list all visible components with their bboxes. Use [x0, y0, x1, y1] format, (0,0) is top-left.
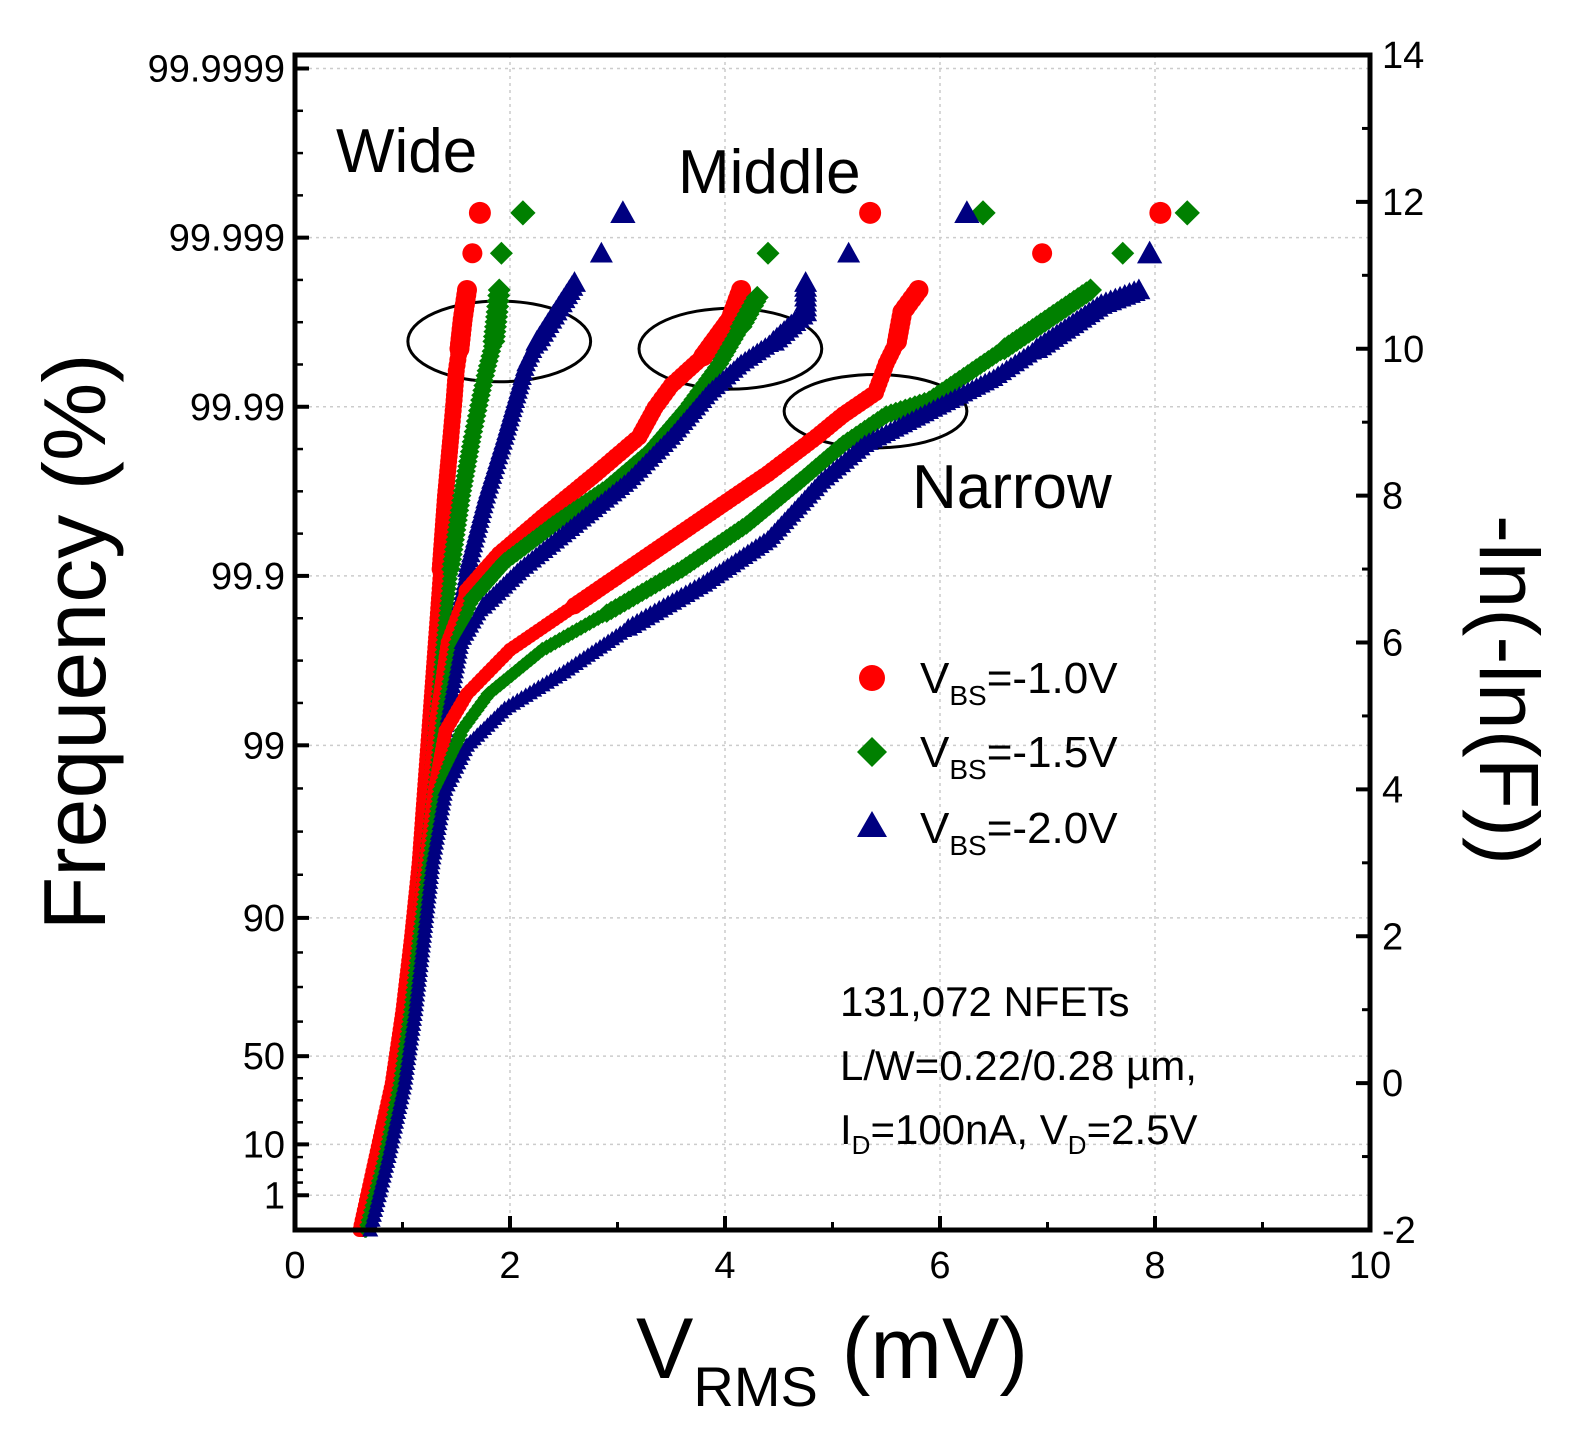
data-point [731, 280, 752, 300]
x-tick-label: 10 [1349, 1245, 1391, 1287]
y-left-tick-label: 99.999 [169, 218, 285, 260]
y-axis-right: -2 0 2 4 6 8 10 12 14 [1356, 35, 1424, 1252]
data-point [908, 280, 929, 300]
legend: VBS=-1.0V VBS=-1.5V VBS=-2.0V [857, 654, 1118, 861]
data-point [462, 243, 483, 264]
y-right-tick-label: 14 [1382, 35, 1424, 77]
data-point [468, 201, 491, 224]
legend-marker-diamond [857, 737, 887, 767]
x-tick-label: 8 [1144, 1245, 1165, 1287]
data-point [954, 200, 980, 224]
data-point [745, 285, 769, 309]
y-right-tick-label: 6 [1382, 623, 1403, 665]
y-right-tick-label: -2 [1382, 1210, 1416, 1252]
series-narrow-triangle [362, 240, 1163, 1237]
info-line-3: ID=100nA, VD=2.5V [840, 1106, 1198, 1160]
data-point [1111, 241, 1135, 265]
y-left-tick-label: 99 [243, 725, 285, 767]
data-point [859, 201, 882, 224]
data-point [457, 280, 477, 300]
x-axis-title-sub: RMS [693, 1355, 817, 1418]
x-tick-label: 0 [284, 1245, 305, 1287]
legend-marker-triangle [857, 811, 887, 837]
y-left-tick-label: 1 [264, 1175, 285, 1217]
info-line-2: L/W=0.22/0.28 µm, [840, 1042, 1197, 1089]
data-point [589, 241, 613, 263]
data-point [563, 271, 586, 292]
y-right-tick-label: 10 [1382, 329, 1424, 371]
y-axis-right-title: -ln(-ln(F)) [1462, 515, 1556, 865]
y-left-tick-label: 99.9999 [148, 49, 285, 91]
y-right-tick-label: 2 [1382, 916, 1403, 958]
legend-entry-3: VBS=-2.0V [920, 804, 1118, 861]
x-axis-title: VRMS (mV) [636, 1301, 1028, 1418]
label-wide: Wide [336, 117, 477, 186]
y-left-tick-label: 90 [243, 898, 285, 940]
y-axis-left-title: Frequency (%) [25, 353, 124, 930]
data-point [794, 271, 818, 292]
y-right-tick-label: 8 [1382, 476, 1403, 518]
x-axis-title-unit: (mV) [818, 1301, 1028, 1397]
y-axis-left: 1 10 50 90 99 99.9 99.99 99.999 99.9999 [148, 49, 309, 1217]
data-point [1079, 278, 1102, 302]
x-tick-label: 2 [499, 1245, 520, 1287]
legend-entry-1: VBS=-1.0V [920, 654, 1118, 711]
info-line-1: 131,072 NFETs [840, 978, 1130, 1025]
y-right-tick-label: 0 [1382, 1063, 1403, 1105]
x-tick-label: 4 [714, 1245, 735, 1287]
data-series [352, 200, 1200, 1239]
data-point [510, 200, 536, 226]
label-middle: Middle [678, 138, 861, 207]
legend-entry-2: VBS=-1.5V [920, 728, 1118, 785]
data-point [1032, 243, 1053, 264]
legend-marker-circle [859, 665, 885, 691]
label-narrow: Narrow [912, 453, 1112, 522]
data-point [1174, 200, 1200, 226]
data-point [610, 200, 636, 224]
data-point [756, 241, 780, 265]
y-left-tick-label: 99.9 [211, 556, 285, 598]
data-point [487, 278, 511, 302]
y-right-tick-label: 12 [1382, 182, 1424, 224]
data-point [1136, 240, 1163, 264]
y-left-tick-label: 50 [243, 1036, 285, 1078]
data-point [1127, 278, 1151, 300]
y-left-tick-label: 99.99 [190, 387, 285, 429]
x-tick-label: 6 [929, 1245, 950, 1287]
data-point [489, 241, 513, 265]
y-right-tick-label: 4 [1382, 769, 1403, 811]
x-axis-title-main: V [636, 1301, 693, 1397]
data-point [837, 241, 861, 263]
x-axis: 0 2 4 6 8 10 [284, 1216, 1391, 1287]
y-left-tick-label: 10 [243, 1124, 285, 1166]
data-point [1149, 201, 1172, 224]
